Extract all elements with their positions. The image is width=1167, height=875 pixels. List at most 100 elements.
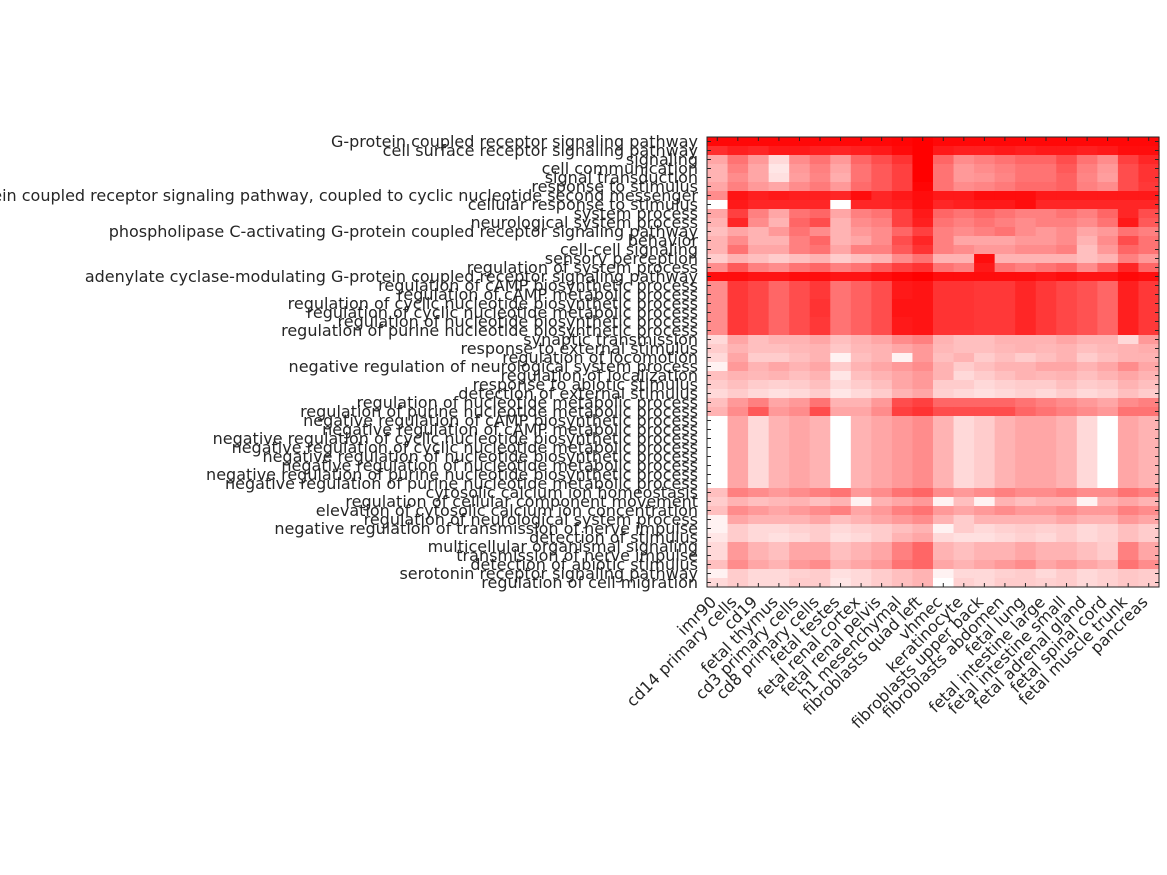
heatmap-cell	[1015, 218, 1037, 228]
heatmap-cell	[1076, 164, 1098, 174]
heatmap-cell	[1097, 443, 1119, 453]
heatmap-cell	[1015, 497, 1037, 507]
heatmap-cell	[974, 470, 996, 480]
heatmap-cell	[974, 281, 996, 291]
heatmap-cell	[707, 218, 729, 228]
heatmap-cell	[707, 245, 729, 255]
heatmap-cell	[1138, 236, 1160, 246]
heatmap-cell	[707, 542, 729, 552]
heatmap-cell	[1076, 353, 1098, 363]
heatmap-cell	[748, 416, 770, 426]
heatmap-cell	[748, 461, 770, 471]
row-label: system process	[574, 204, 698, 223]
heatmap-cell	[1138, 299, 1160, 309]
row-label: G-protein coupled receptor signaling pat…	[0, 186, 698, 205]
heatmap-cell	[748, 209, 770, 219]
heatmap-cell	[830, 236, 852, 246]
heatmap-cell	[789, 371, 811, 381]
heatmap-cell	[1138, 479, 1160, 489]
heatmap-cell	[974, 254, 996, 264]
heatmap-cell	[1015, 407, 1037, 417]
heatmap-cell	[871, 335, 893, 345]
heatmap-cell	[994, 326, 1016, 336]
heatmap-cell	[933, 569, 955, 579]
heatmap-cell	[974, 164, 996, 174]
heatmap-cell	[933, 416, 955, 426]
heatmap-cell	[1015, 533, 1037, 543]
heatmap-cell	[789, 272, 811, 282]
heatmap-cell	[1056, 461, 1078, 471]
heatmap-cell	[994, 416, 1016, 426]
heatmap-cell	[871, 272, 893, 282]
heatmap-cell	[953, 137, 975, 147]
heatmap-cell	[912, 335, 934, 345]
heatmap-cell	[789, 146, 811, 156]
heatmap-cell	[789, 524, 811, 534]
heatmap-cell	[891, 191, 914, 201]
heatmap-cell	[1138, 488, 1160, 498]
heatmap-cell	[933, 497, 955, 507]
heatmap-cell	[1117, 578, 1140, 588]
heatmap-cell	[748, 533, 770, 543]
heatmap-cell	[789, 182, 811, 192]
heatmap-cell	[707, 443, 729, 453]
heatmap-cell	[891, 488, 914, 498]
heatmap-cell	[727, 191, 749, 201]
heatmap-cell	[707, 335, 729, 345]
heatmap-cell	[727, 380, 749, 390]
heatmap-cell	[1076, 551, 1098, 561]
heatmap-cell	[727, 569, 749, 579]
heatmap-cell	[748, 317, 770, 327]
heatmap-cell	[891, 353, 914, 363]
heatmap-cell	[953, 533, 975, 543]
heatmap-cell	[871, 416, 893, 426]
heatmap-cell	[707, 551, 729, 561]
heatmap-cell	[768, 488, 790, 498]
heatmap-cell	[1056, 488, 1078, 498]
heatmap-cell	[1097, 218, 1119, 228]
heatmap-cell	[933, 299, 955, 309]
heatmap-cell	[707, 497, 729, 507]
heatmap-cell	[1076, 380, 1098, 390]
heatmap-cell	[830, 335, 852, 345]
heatmap-cell	[994, 272, 1016, 282]
heatmap-cell	[1117, 173, 1140, 183]
heatmap-cell	[994, 362, 1016, 372]
heatmap-cell	[891, 335, 914, 345]
heatmap-cell	[768, 236, 790, 246]
heatmap-cell	[912, 317, 934, 327]
heatmap-cell	[994, 137, 1016, 147]
heatmap-cell	[850, 254, 872, 264]
heatmap-cell	[994, 497, 1016, 507]
heatmap-cell	[974, 191, 996, 201]
row-label: regulation of cellular component movemen…	[345, 492, 698, 511]
heatmap-cell	[850, 578, 872, 588]
heatmap-cell	[789, 578, 811, 588]
heatmap-cell	[1035, 452, 1057, 462]
heatmap-cell	[953, 551, 975, 561]
heatmap-cell	[727, 452, 749, 462]
heatmap-cell	[727, 299, 749, 309]
heatmap-cell	[1056, 578, 1078, 588]
heatmap-cell	[768, 533, 790, 543]
heatmap-cell	[1117, 209, 1140, 219]
heatmap-cell	[1015, 560, 1037, 570]
heatmap-cell	[1138, 245, 1160, 255]
heatmap-cell	[1117, 218, 1140, 228]
heatmap-cell	[850, 425, 872, 435]
row-label: negative regulation of purine nucleotide…	[206, 465, 698, 484]
heatmap-cell	[850, 164, 872, 174]
heatmap-cell	[1117, 281, 1140, 291]
heatmap-cell	[1117, 362, 1140, 372]
heatmap-cell	[850, 173, 872, 183]
heatmap-cell	[1138, 182, 1160, 192]
heatmap-cell	[891, 245, 914, 255]
heatmap-cell	[809, 308, 831, 318]
heatmap-cell	[1076, 389, 1098, 399]
heatmap-cell	[891, 389, 914, 399]
heatmap-cell	[1097, 371, 1119, 381]
heatmap-cell	[1015, 326, 1037, 336]
heatmap-cell	[933, 290, 955, 300]
heatmap-cell	[1056, 569, 1078, 579]
heatmap-cell	[727, 263, 749, 273]
